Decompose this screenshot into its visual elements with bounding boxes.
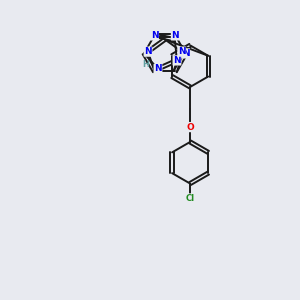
Text: N: N [144, 47, 152, 56]
Text: N: N [178, 47, 185, 56]
Text: N: N [173, 56, 181, 65]
Text: N: N [151, 31, 158, 40]
Text: N: N [182, 49, 190, 58]
Text: Cl: Cl [186, 194, 195, 203]
Text: H: H [143, 60, 149, 69]
Text: N: N [154, 64, 162, 74]
Text: N: N [172, 31, 179, 40]
Text: O: O [186, 123, 194, 132]
